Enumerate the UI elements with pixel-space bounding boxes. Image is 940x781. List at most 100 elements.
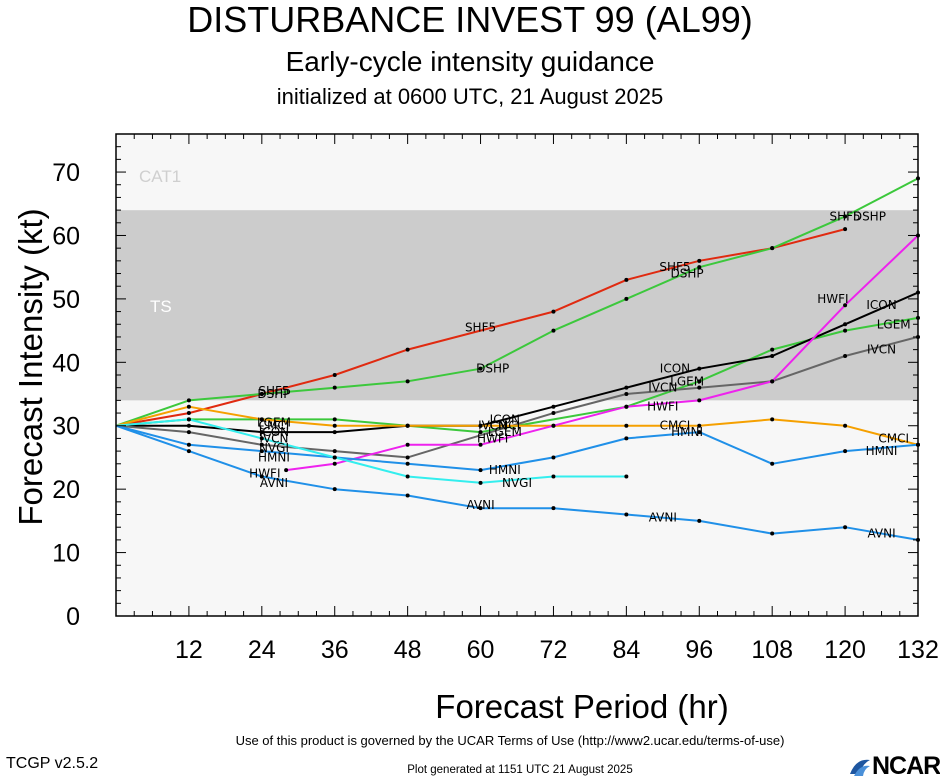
x-tick-label: 36	[321, 636, 349, 664]
series-label-avni: AVNI	[466, 498, 494, 512]
data-point-icon	[770, 353, 775, 358]
data-point-avni	[186, 449, 191, 454]
data-point-nvgi	[551, 474, 556, 479]
data-point-cmci	[697, 423, 702, 428]
series-label-shf5: SHF5	[465, 320, 496, 334]
data-point-shf5	[843, 227, 848, 232]
data-point-avni	[770, 531, 775, 536]
data-point-nvgi	[478, 480, 483, 485]
data-point-icon	[624, 385, 629, 390]
data-point-hmni	[405, 461, 410, 466]
data-point-hmni	[770, 461, 775, 466]
data-point-lgem	[332, 417, 337, 422]
band-label-cat1: CAT1	[139, 167, 181, 186]
data-point-ivcn	[843, 353, 848, 358]
data-point-cmci	[770, 417, 775, 422]
series-line-dshp	[115, 177, 919, 427]
x-tick-label: 72	[540, 636, 568, 664]
data-point-hmni	[624, 436, 629, 441]
data-point-avni	[405, 493, 410, 498]
data-point-hwfi	[551, 423, 556, 428]
data-point-hwfi	[770, 379, 775, 384]
series-label-hwfi: HWFI	[249, 466, 280, 480]
series-label-ivcn: IVCN	[648, 381, 677, 395]
data-point-avni	[551, 506, 556, 511]
series-label-icon: ICON	[259, 425, 289, 439]
series-label-hmni: HMNI	[489, 463, 521, 477]
data-point-lgem	[697, 379, 702, 384]
data-point-hwfi	[332, 461, 337, 466]
data-point-nvgi	[405, 474, 410, 479]
series-label-lgem: LGEM	[257, 416, 291, 430]
data-point-cmci	[478, 423, 483, 428]
data-point-avni	[624, 512, 629, 517]
series-label-lgem: LGEM	[670, 374, 704, 388]
series-labels: SHF5SHF5SHF5SHF5DSHPDSHPDSHPDSHPLGEMLGEM…	[249, 209, 910, 540]
data-point-hmni	[697, 430, 702, 435]
data-point-dshp	[551, 328, 556, 333]
series-line-avni	[115, 424, 919, 541]
series-label-hmni: HMNI	[258, 450, 290, 464]
band-label-ts: TS	[150, 297, 172, 316]
data-point-icon	[551, 404, 556, 409]
data-point-nvgi	[186, 417, 191, 422]
data-point-icon	[186, 423, 191, 428]
data-point-cmci	[624, 423, 629, 428]
data-point-ivcn	[259, 442, 264, 447]
ncar-logo: NCAR	[848, 752, 940, 780]
y-tick-label: 40	[52, 349, 80, 377]
y-tick-label: 20	[52, 476, 80, 504]
series-label-avni: AVNI	[260, 476, 288, 490]
data-point-hwfi	[843, 303, 848, 308]
ncar-logo-icon	[850, 759, 870, 776]
x-tick-label: 12	[175, 636, 203, 664]
y-tick-label: 50	[52, 286, 80, 314]
series-label-cmci: CMCI	[490, 419, 521, 433]
data-point-hwfi	[624, 404, 629, 409]
data-point-hmni	[478, 468, 483, 473]
series-label-dshp: DSHP	[853, 209, 886, 223]
series-label-icon: ICON	[490, 412, 520, 426]
data-point-ivcn	[697, 385, 702, 390]
y-tick-label: 70	[52, 159, 80, 187]
data-point-lgem	[478, 430, 483, 435]
x-tick-label: 84	[612, 636, 640, 664]
terms-of-use-notice: Use of this product is governed by the U…	[235, 733, 785, 748]
series-label-dshp: DSHP	[476, 362, 509, 376]
data-point-icon	[697, 366, 702, 371]
chart-init-time: initialized at 0600 UTC, 21 August 2025	[276, 84, 664, 109]
data-point-hmni	[843, 449, 848, 454]
x-tick-label: 96	[685, 636, 713, 664]
series-label-dshp: DSHP	[671, 267, 704, 281]
data-point-avni	[478, 506, 483, 511]
x-tick-label: 120	[824, 636, 866, 664]
series-line-icon	[116, 291, 919, 434]
series-points	[186, 176, 920, 542]
data-point-lgem	[770, 347, 775, 352]
series-label-cmci: CMCI	[660, 419, 691, 433]
data-point-dshp	[843, 214, 848, 219]
data-point-avni	[332, 487, 337, 492]
data-point-shf5	[551, 309, 556, 314]
series-label-ivcn: IVCN	[259, 431, 288, 445]
series-label-dshp: DSHP	[257, 387, 290, 401]
x-tick-label: 108	[751, 636, 793, 664]
series-label-avni: AVNI	[867, 527, 895, 541]
chart-subtitle: Early-cycle intensity guidance	[285, 46, 655, 77]
data-point-dshp	[405, 379, 410, 384]
series-label-hmni: HMNI	[866, 444, 898, 458]
series-label-cmci: CMCI	[259, 419, 290, 433]
y-tick-label: 30	[52, 413, 80, 441]
data-point-ivcn	[405, 455, 410, 460]
data-point-dshp	[697, 265, 702, 270]
data-point-dshp	[259, 392, 264, 397]
data-point-cmci	[405, 423, 410, 428]
data-point-lgem	[843, 328, 848, 333]
data-point-shf5	[405, 347, 410, 352]
series-label-hwfi: HWFI	[817, 292, 848, 306]
y-tick-label: 0	[66, 603, 80, 631]
data-point-shf5	[624, 277, 629, 282]
data-point-cmci	[186, 404, 191, 409]
series-line-cmci	[115, 405, 919, 446]
